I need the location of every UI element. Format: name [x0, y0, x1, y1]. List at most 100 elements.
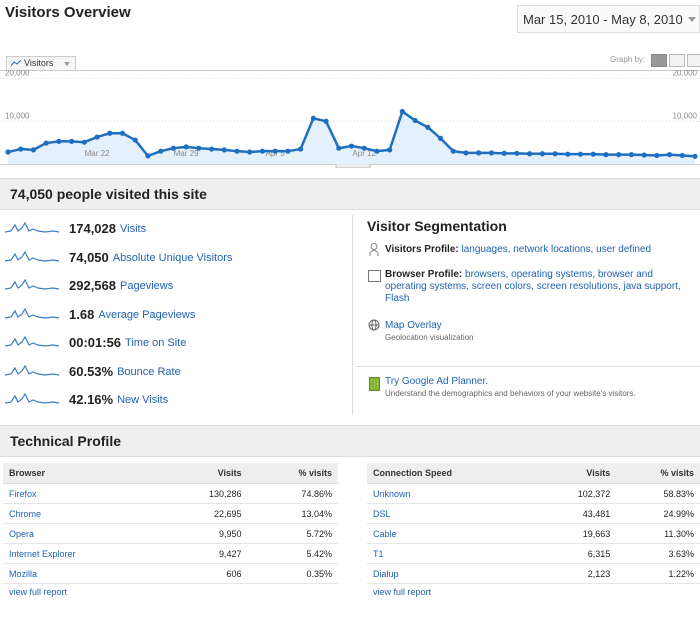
point — [94, 134, 100, 140]
point — [170, 145, 176, 151]
point — [437, 135, 444, 141]
point — [323, 118, 329, 124]
date-range: Mar 15, 2010 - May 8, 2010 — [523, 12, 683, 27]
technical-title: Technical Profile — [10, 433, 121, 449]
cell: 1.22% — [616, 563, 700, 584]
point — [514, 150, 520, 156]
point — [107, 130, 113, 136]
row-link[interactable]: Chrome — [3, 503, 160, 524]
visitors-profile: Visitors Profile: languages, network loc… — [385, 244, 651, 255]
graph-by-day[interactable] — [651, 54, 667, 67]
person-icon — [369, 243, 379, 256]
row-link[interactable]: Unknown — [367, 483, 535, 504]
metric-value: 42.16% — [69, 392, 114, 407]
metric-tab[interactable]: Visitors — [6, 56, 76, 70]
date-range-picker[interactable]: Mar 15, 2010 - May 8, 2010 — [517, 5, 700, 33]
y-tick-label: 20,000 — [673, 70, 698, 78]
metric-label[interactable]: Visits — [120, 223, 147, 235]
point — [641, 152, 647, 158]
full-report-link[interactable]: view full report — [9, 587, 68, 597]
metric-label[interactable]: New Visits — [117, 394, 169, 406]
row-link[interactable]: Firefox — [3, 483, 160, 504]
metric-row: 174,028 Visits — [5, 220, 345, 238]
ad-planner-link[interactable]: Try Google Ad Planner. — [385, 376, 489, 387]
profile-link[interactable]: browser and operating systems, — [385, 269, 653, 292]
x-tick-label: Mar 22 — [85, 149, 110, 158]
row-link[interactable]: Mozilla — [3, 563, 160, 584]
profile-link[interactable]: operating systems, — [511, 269, 596, 280]
point — [234, 148, 240, 154]
column-header: Visits — [159, 463, 248, 484]
point — [552, 151, 558, 157]
cell: 3.63% — [616, 543, 700, 564]
profile-link[interactable]: network locations, — [513, 244, 594, 255]
metric-row: 42.16% New Visits — [5, 391, 345, 409]
metric-value: 74,050 — [69, 249, 109, 265]
column-header: Browser — [3, 463, 160, 484]
row-link[interactable]: Dialup — [367, 563, 535, 584]
metric-label[interactable]: Pageviews — [120, 280, 174, 292]
row-link[interactable]: Internet Explorer — [3, 543, 160, 564]
profile-link[interactable]: Flash — [385, 293, 410, 304]
table-row: Chrome 22,695 13.04% — [3, 503, 338, 524]
profile-link[interactable]: languages, — [461, 244, 511, 255]
point — [666, 152, 673, 158]
metric-label[interactable]: Average Pageviews — [98, 308, 196, 321]
data-table: Browser Visits% visits Firefox 130,286 74.86… — [3, 463, 338, 584]
sparkline-path — [5, 307, 60, 319]
point — [374, 148, 380, 154]
profile-link[interactable]: user defined — [596, 244, 652, 255]
full-report-link[interactable]: view full report — [373, 587, 432, 597]
point — [577, 151, 584, 157]
point — [361, 145, 367, 151]
profile-link[interactable]: browsers, — [465, 269, 509, 280]
graph-by-label: Graph by: — [610, 55, 646, 64]
point — [527, 151, 533, 157]
point — [132, 137, 138, 143]
metric-row: 60.53% Bounce Rate — [5, 363, 345, 381]
x-tick-label: Apr 12 — [352, 149, 376, 158]
sparkline-path — [5, 393, 60, 404]
metric-row: 74,050 Absolute Unique Visitors — [5, 249, 345, 267]
browser-profile-label: Browser Profile: — [385, 269, 463, 280]
sparkline — [5, 336, 60, 347]
area — [8, 111, 695, 164]
table-row: Internet Explorer 9,427 5.42% — [3, 543, 338, 564]
data-table: Connection Speed Visits% visits Unknown 102… — [367, 463, 700, 584]
tab-icon — [11, 60, 21, 67]
sparkline — [5, 222, 60, 233]
cell: 0.35% — [247, 563, 338, 584]
metric-label[interactable]: Time on Site — [125, 337, 187, 349]
row-link[interactable]: Opera — [3, 523, 160, 544]
browser-icon — [368, 270, 381, 282]
y-tick-label: 10,000 — [673, 111, 698, 120]
page-title: Visitors Overview — [5, 4, 131, 21]
table-row: Opera 9,950 5.72% — [3, 523, 338, 544]
profile-link[interactable]: screen resolutions, — [536, 281, 621, 292]
point — [158, 148, 164, 154]
point — [247, 149, 253, 155]
row-link[interactable]: T1 — [367, 543, 535, 564]
metric-label[interactable]: Absolute Unique Visitors — [112, 251, 233, 264]
profile-link[interactable]: screen colors, — [471, 281, 534, 292]
cell: 9,950 — [159, 523, 248, 544]
column-header: Visits — [534, 463, 617, 484]
profile-link[interactable]: java support, — [623, 281, 681, 292]
table-row: Mozilla 606 0.35% — [3, 563, 338, 584]
ad-planner-description: Understand the demographics and behavior… — [385, 389, 636, 398]
point — [272, 148, 278, 154]
sparkline — [5, 250, 60, 262]
sparkline-path — [5, 336, 60, 347]
metric-label[interactable]: Bounce Rate — [117, 365, 181, 378]
graph-by-month[interactable] — [687, 54, 700, 67]
point — [298, 146, 304, 152]
table-row: Unknown 102,372 58.83% — [367, 483, 700, 504]
summary-title: 74,050 people visited this site — [10, 186, 207, 202]
graph-by-week[interactable] — [669, 54, 685, 67]
point — [183, 144, 189, 150]
point — [488, 150, 495, 156]
divider — [356, 366, 700, 367]
map-overlay-link[interactable]: Map Overlay — [385, 320, 442, 331]
row-link[interactable]: DSL — [367, 503, 535, 524]
row-link[interactable]: Cable — [367, 523, 535, 544]
